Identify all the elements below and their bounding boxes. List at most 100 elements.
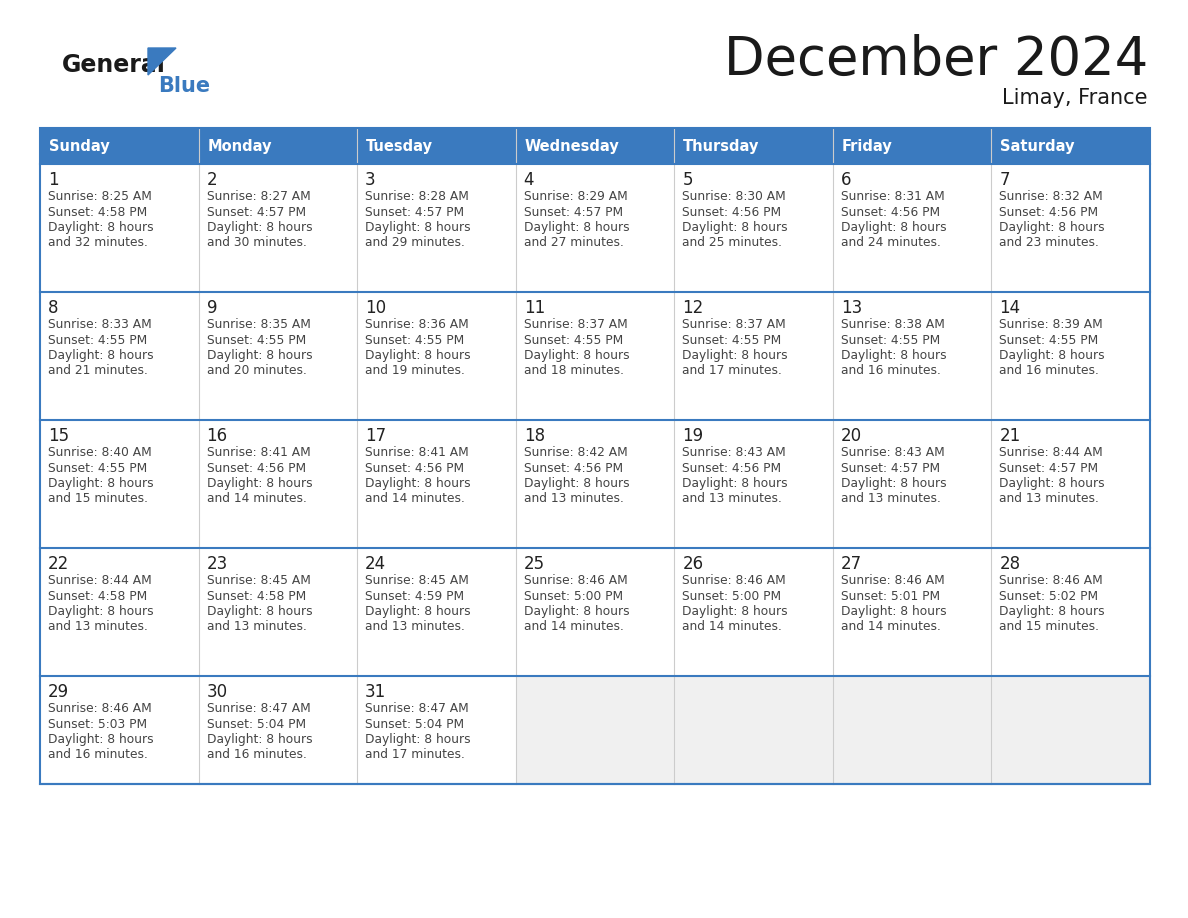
Text: and 23 minutes.: and 23 minutes. xyxy=(999,237,1099,250)
Text: and 20 minutes.: and 20 minutes. xyxy=(207,364,307,377)
Text: and 17 minutes.: and 17 minutes. xyxy=(365,748,465,762)
Text: 11: 11 xyxy=(524,299,545,317)
Text: and 14 minutes.: and 14 minutes. xyxy=(207,492,307,506)
Text: 2: 2 xyxy=(207,171,217,189)
Bar xyxy=(358,164,516,292)
Text: Sunrise: 8:31 AM: Sunrise: 8:31 AM xyxy=(841,190,944,203)
Text: Sunrise: 8:37 AM: Sunrise: 8:37 AM xyxy=(524,318,627,331)
Text: Sunrise: 8:46 AM: Sunrise: 8:46 AM xyxy=(48,702,152,715)
Text: Daylight: 8 hours: Daylight: 8 hours xyxy=(48,733,153,746)
Text: Sunrise: 8:46 AM: Sunrise: 8:46 AM xyxy=(841,574,944,587)
Text: 19: 19 xyxy=(682,427,703,445)
Text: 4: 4 xyxy=(524,171,535,189)
Text: Sunset: 4:58 PM: Sunset: 4:58 PM xyxy=(48,589,147,602)
Text: Sunrise: 8:43 AM: Sunrise: 8:43 AM xyxy=(841,446,944,459)
Text: Sunset: 4:55 PM: Sunset: 4:55 PM xyxy=(365,333,465,346)
Text: and 32 minutes.: and 32 minutes. xyxy=(48,237,147,250)
Text: Sunset: 5:04 PM: Sunset: 5:04 PM xyxy=(365,718,465,731)
Bar xyxy=(675,420,833,548)
Text: Sunset: 5:04 PM: Sunset: 5:04 PM xyxy=(207,718,305,731)
Text: Sunset: 4:57 PM: Sunset: 4:57 PM xyxy=(841,462,940,475)
Text: 25: 25 xyxy=(524,555,545,573)
Text: 24: 24 xyxy=(365,555,386,573)
Text: Daylight: 8 hours: Daylight: 8 hours xyxy=(999,477,1105,490)
Bar xyxy=(358,128,516,164)
Text: and 13 minutes.: and 13 minutes. xyxy=(207,621,307,633)
Text: and 13 minutes.: and 13 minutes. xyxy=(841,492,941,506)
Text: 16: 16 xyxy=(207,427,228,445)
Text: Sunset: 4:58 PM: Sunset: 4:58 PM xyxy=(48,206,147,218)
Text: Sunrise: 8:28 AM: Sunrise: 8:28 AM xyxy=(365,190,469,203)
Text: Daylight: 8 hours: Daylight: 8 hours xyxy=(999,349,1105,362)
Text: Sunrise: 8:25 AM: Sunrise: 8:25 AM xyxy=(48,190,152,203)
Text: Sunrise: 8:42 AM: Sunrise: 8:42 AM xyxy=(524,446,627,459)
Text: Daylight: 8 hours: Daylight: 8 hours xyxy=(48,349,153,362)
Text: Daylight: 8 hours: Daylight: 8 hours xyxy=(841,221,947,234)
Bar xyxy=(40,128,198,164)
Bar xyxy=(833,548,992,676)
Text: and 13 minutes.: and 13 minutes. xyxy=(999,492,1099,506)
Text: and 19 minutes.: and 19 minutes. xyxy=(365,364,465,377)
Text: Daylight: 8 hours: Daylight: 8 hours xyxy=(365,349,470,362)
Text: Sunset: 4:56 PM: Sunset: 4:56 PM xyxy=(365,462,465,475)
Text: Daylight: 8 hours: Daylight: 8 hours xyxy=(48,477,153,490)
Bar xyxy=(833,128,992,164)
Text: December 2024: December 2024 xyxy=(723,34,1148,86)
Text: Daylight: 8 hours: Daylight: 8 hours xyxy=(207,733,312,746)
Text: Daylight: 8 hours: Daylight: 8 hours xyxy=(207,221,312,234)
Text: 21: 21 xyxy=(999,427,1020,445)
Text: Daylight: 8 hours: Daylight: 8 hours xyxy=(207,477,312,490)
Text: Friday: Friday xyxy=(842,139,892,153)
Bar xyxy=(516,292,675,420)
Text: Sunset: 4:55 PM: Sunset: 4:55 PM xyxy=(207,333,305,346)
Text: Sunrise: 8:35 AM: Sunrise: 8:35 AM xyxy=(207,318,310,331)
Text: Limay, France: Limay, France xyxy=(1003,88,1148,108)
Text: Daylight: 8 hours: Daylight: 8 hours xyxy=(48,605,153,618)
Text: and 25 minutes.: and 25 minutes. xyxy=(682,237,782,250)
Text: Sunrise: 8:39 AM: Sunrise: 8:39 AM xyxy=(999,318,1104,331)
Text: Sunrise: 8:45 AM: Sunrise: 8:45 AM xyxy=(365,574,469,587)
Text: and 13 minutes.: and 13 minutes. xyxy=(682,492,782,506)
Text: Sunset: 4:55 PM: Sunset: 4:55 PM xyxy=(999,333,1099,346)
Text: Sunrise: 8:38 AM: Sunrise: 8:38 AM xyxy=(841,318,944,331)
Text: and 17 minutes.: and 17 minutes. xyxy=(682,364,782,377)
Text: and 14 minutes.: and 14 minutes. xyxy=(524,621,624,633)
Bar xyxy=(516,164,675,292)
Text: 20: 20 xyxy=(841,427,862,445)
Bar xyxy=(516,548,675,676)
Bar xyxy=(198,676,358,784)
Text: 31: 31 xyxy=(365,683,386,701)
Text: 7: 7 xyxy=(999,171,1010,189)
Text: 22: 22 xyxy=(48,555,69,573)
Text: Sunset: 4:57 PM: Sunset: 4:57 PM xyxy=(365,206,465,218)
Text: 28: 28 xyxy=(999,555,1020,573)
Text: 29: 29 xyxy=(48,683,69,701)
Text: Sunset: 5:02 PM: Sunset: 5:02 PM xyxy=(999,589,1099,602)
Bar xyxy=(516,420,675,548)
Text: Wednesday: Wednesday xyxy=(525,139,619,153)
Text: Sunset: 5:03 PM: Sunset: 5:03 PM xyxy=(48,718,147,731)
Text: and 29 minutes.: and 29 minutes. xyxy=(365,237,465,250)
Polygon shape xyxy=(148,48,176,75)
Bar xyxy=(40,164,198,292)
Text: Sunrise: 8:46 AM: Sunrise: 8:46 AM xyxy=(524,574,627,587)
Text: Sunrise: 8:37 AM: Sunrise: 8:37 AM xyxy=(682,318,786,331)
Text: Daylight: 8 hours: Daylight: 8 hours xyxy=(682,477,788,490)
Bar xyxy=(992,128,1150,164)
Bar xyxy=(198,128,358,164)
Bar xyxy=(675,548,833,676)
Text: 30: 30 xyxy=(207,683,228,701)
Text: Sunset: 5:00 PM: Sunset: 5:00 PM xyxy=(524,589,623,602)
Text: Daylight: 8 hours: Daylight: 8 hours xyxy=(524,221,630,234)
Bar xyxy=(833,164,992,292)
Text: Daylight: 8 hours: Daylight: 8 hours xyxy=(365,605,470,618)
Text: 26: 26 xyxy=(682,555,703,573)
Bar xyxy=(516,676,675,784)
Text: Sunrise: 8:47 AM: Sunrise: 8:47 AM xyxy=(365,702,469,715)
Text: and 14 minutes.: and 14 minutes. xyxy=(682,621,782,633)
Text: Sunset: 4:56 PM: Sunset: 4:56 PM xyxy=(682,462,782,475)
Text: Sunrise: 8:32 AM: Sunrise: 8:32 AM xyxy=(999,190,1104,203)
Text: Sunset: 4:57 PM: Sunset: 4:57 PM xyxy=(207,206,305,218)
Text: and 14 minutes.: and 14 minutes. xyxy=(841,621,941,633)
Text: Daylight: 8 hours: Daylight: 8 hours xyxy=(841,477,947,490)
